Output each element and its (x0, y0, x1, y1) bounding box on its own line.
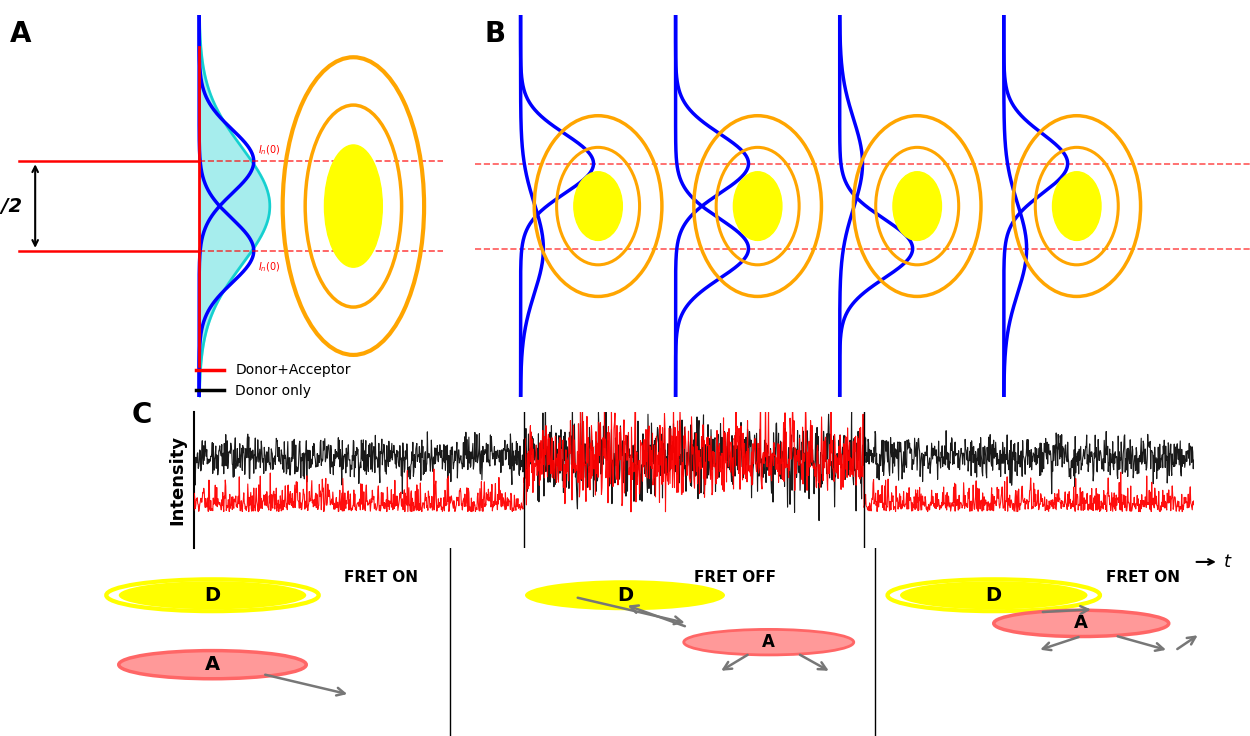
Text: D: D (986, 586, 1001, 605)
Text: B: B (484, 20, 505, 48)
Text: A: A (762, 633, 775, 651)
Text: A: A (10, 20, 31, 48)
Text: $I_n(0)$: $I_n(0)$ (259, 260, 281, 274)
Circle shape (119, 651, 306, 679)
Ellipse shape (1052, 171, 1101, 241)
Text: D: D (618, 586, 632, 605)
Text: FRET OFF: FRET OFF (694, 570, 776, 585)
Legend: Donor+Acceptor, Donor only: Donor+Acceptor, Donor only (191, 358, 356, 404)
Text: FRET ON: FRET ON (344, 570, 418, 585)
Text: $I_n(0)$: $I_n(0)$ (259, 143, 281, 157)
Ellipse shape (734, 171, 782, 241)
Text: FRET ON: FRET ON (1106, 570, 1180, 585)
Y-axis label: Intensity: Intensity (169, 435, 186, 526)
Ellipse shape (574, 171, 622, 241)
Text: A: A (1074, 615, 1089, 632)
Text: D: D (205, 586, 220, 605)
Ellipse shape (892, 171, 941, 241)
Circle shape (900, 581, 1088, 609)
Text: t: t (1224, 553, 1231, 571)
Circle shape (994, 610, 1169, 637)
Text: A: A (205, 655, 220, 674)
Text: C: C (131, 401, 151, 429)
Circle shape (119, 581, 306, 609)
Circle shape (684, 629, 854, 655)
Circle shape (525, 580, 725, 610)
Text: λ/2: λ/2 (0, 197, 22, 216)
Ellipse shape (325, 145, 382, 267)
